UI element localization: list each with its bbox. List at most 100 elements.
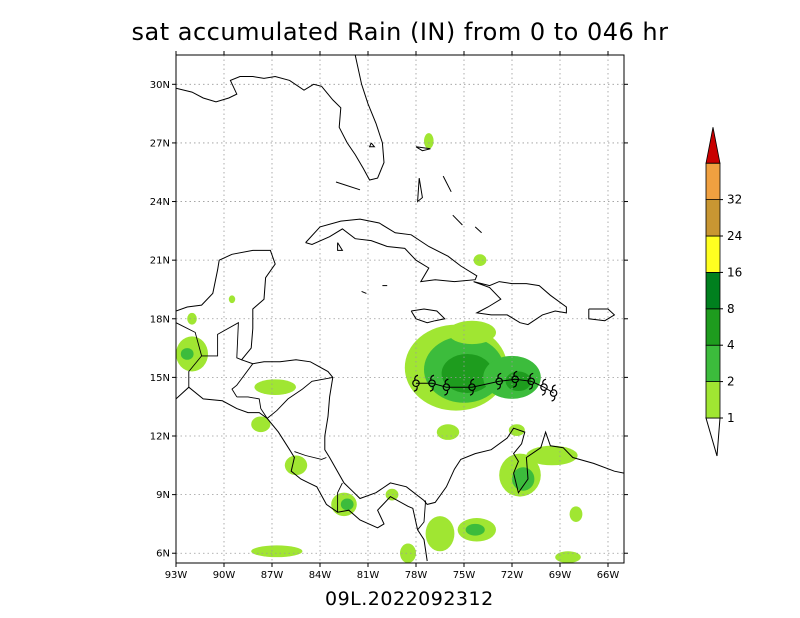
colorbar-swatch (705, 308, 721, 346)
coastline (417, 178, 423, 203)
storm-symbol-center (511, 375, 520, 384)
coastline-layer (176, 55, 624, 562)
lon-tick-label: 87W (261, 570, 284, 581)
lat-tick-label: 21N (150, 256, 170, 267)
coastline (452, 214, 463, 226)
storm-symbol-center (527, 377, 536, 386)
storm-track-layer (412, 370, 558, 402)
rain-area (254, 379, 296, 395)
coastline (368, 142, 376, 148)
colorbar-swatch (705, 344, 721, 383)
lon-tick-label: 66W (597, 570, 620, 581)
coastline (361, 290, 367, 294)
storm-symbol-arm-bottom (444, 390, 449, 396)
coastline (588, 308, 616, 322)
lat-tick-label: 18N (150, 314, 170, 325)
coastline (176, 55, 385, 181)
country-border (417, 500, 427, 531)
storm-symbol-center (540, 383, 548, 391)
lon-tick-label: 72W (501, 570, 524, 581)
storm-symbol-center (549, 389, 558, 397)
storm-symbol-center (428, 379, 436, 388)
lat-tick-label: 27N (150, 138, 170, 149)
storm-symbol-arm-top (551, 384, 556, 391)
coastline (337, 242, 344, 251)
colorbar-swatch (705, 271, 721, 310)
lon-tick-label: 84W (309, 570, 332, 581)
rain-area (512, 467, 535, 491)
lon-tick-label: 90W (213, 570, 236, 581)
country-border (266, 376, 333, 419)
rain-area (251, 416, 271, 433)
coastline (473, 281, 567, 326)
lon-tick-label: 93W (165, 570, 188, 581)
colorbar-over-triangle (705, 127, 721, 164)
rain-area (569, 506, 583, 522)
coastline (176, 386, 428, 562)
rain-area (508, 424, 525, 436)
lon-tick-label: 69W (549, 570, 572, 581)
rain-area (284, 455, 308, 476)
axis-ticks: 93W 90W 87W 84W 81W 78W 75W 72W 69W 66W 6N 9N 12N 15N… (150, 51, 628, 581)
storm-symbol-arm-top (444, 378, 449, 385)
storm-symbol-arm-top (542, 378, 547, 385)
rain-area (424, 133, 434, 149)
storm-id-text: 09L.2022092312 (325, 588, 494, 610)
colorbar-swatch (705, 199, 721, 237)
rain-area (448, 320, 496, 345)
country-border (294, 451, 327, 460)
coastline (415, 146, 431, 152)
storm-symbol-arm-top (513, 370, 518, 377)
rain-area (251, 545, 303, 558)
storm-symbol-arm-bottom (497, 384, 501, 390)
map-background (176, 55, 624, 563)
storm-symbol-center (412, 379, 420, 388)
colorbar-label: 2 (727, 375, 735, 389)
storm-symbol-arm-bottom (513, 382, 517, 388)
lon-tick-label: 81W (357, 570, 380, 581)
coastline (305, 218, 478, 283)
lat-tick-label: 6N (156, 549, 170, 560)
coastline (474, 226, 482, 234)
country-border (236, 396, 268, 419)
storm-symbol-center (495, 377, 504, 386)
colorbar-label: 24 (727, 229, 742, 243)
lon-tick-label: 78W (405, 570, 428, 581)
country-border (176, 322, 203, 357)
map-panel: 93W 90W 87W 84W 81W 78W 75W 72W 69W 66W 6N 9N 12N 15N… (150, 51, 628, 581)
colorbar-label: 4 (727, 338, 735, 352)
colorbar-swatch (705, 381, 721, 419)
storm-symbol-arm-bottom (541, 390, 546, 396)
rain-area (228, 295, 236, 304)
rain-area (340, 498, 354, 511)
rain-area (555, 551, 581, 563)
rain-layer (176, 133, 583, 563)
lat-tick-label: 9N (156, 490, 170, 501)
colorbar-label: 8 (727, 302, 735, 316)
rain-area (180, 348, 194, 360)
lon-tick-label: 75W (453, 570, 476, 581)
colorbar-swatch (705, 162, 721, 200)
coastline (410, 308, 446, 324)
storm-symbol-arm-top (430, 374, 435, 381)
lat-tick-label: 24N (150, 197, 170, 208)
chart-title: sat accumulated Rain (IN) from 0 to 046 … (131, 18, 669, 46)
coastline (335, 181, 361, 191)
storm-symbol-arm-top (497, 372, 502, 379)
storm-symbol-arm-bottom (551, 395, 556, 402)
storm-symbol-center (468, 383, 476, 391)
colorbar-under-triangle (705, 417, 721, 457)
country-border (188, 321, 242, 388)
country-border (231, 363, 254, 398)
lat-tick-label: 30N (150, 80, 170, 91)
storm-symbol-arm-bottom (429, 386, 434, 392)
rain-area (187, 312, 197, 325)
lat-tick-label: 15N (150, 373, 170, 384)
country-border (337, 482, 343, 513)
coastline (442, 175, 452, 193)
colorbar-label: 1 (727, 411, 735, 425)
map-frame (175, 54, 625, 564)
rain-area (465, 523, 485, 536)
